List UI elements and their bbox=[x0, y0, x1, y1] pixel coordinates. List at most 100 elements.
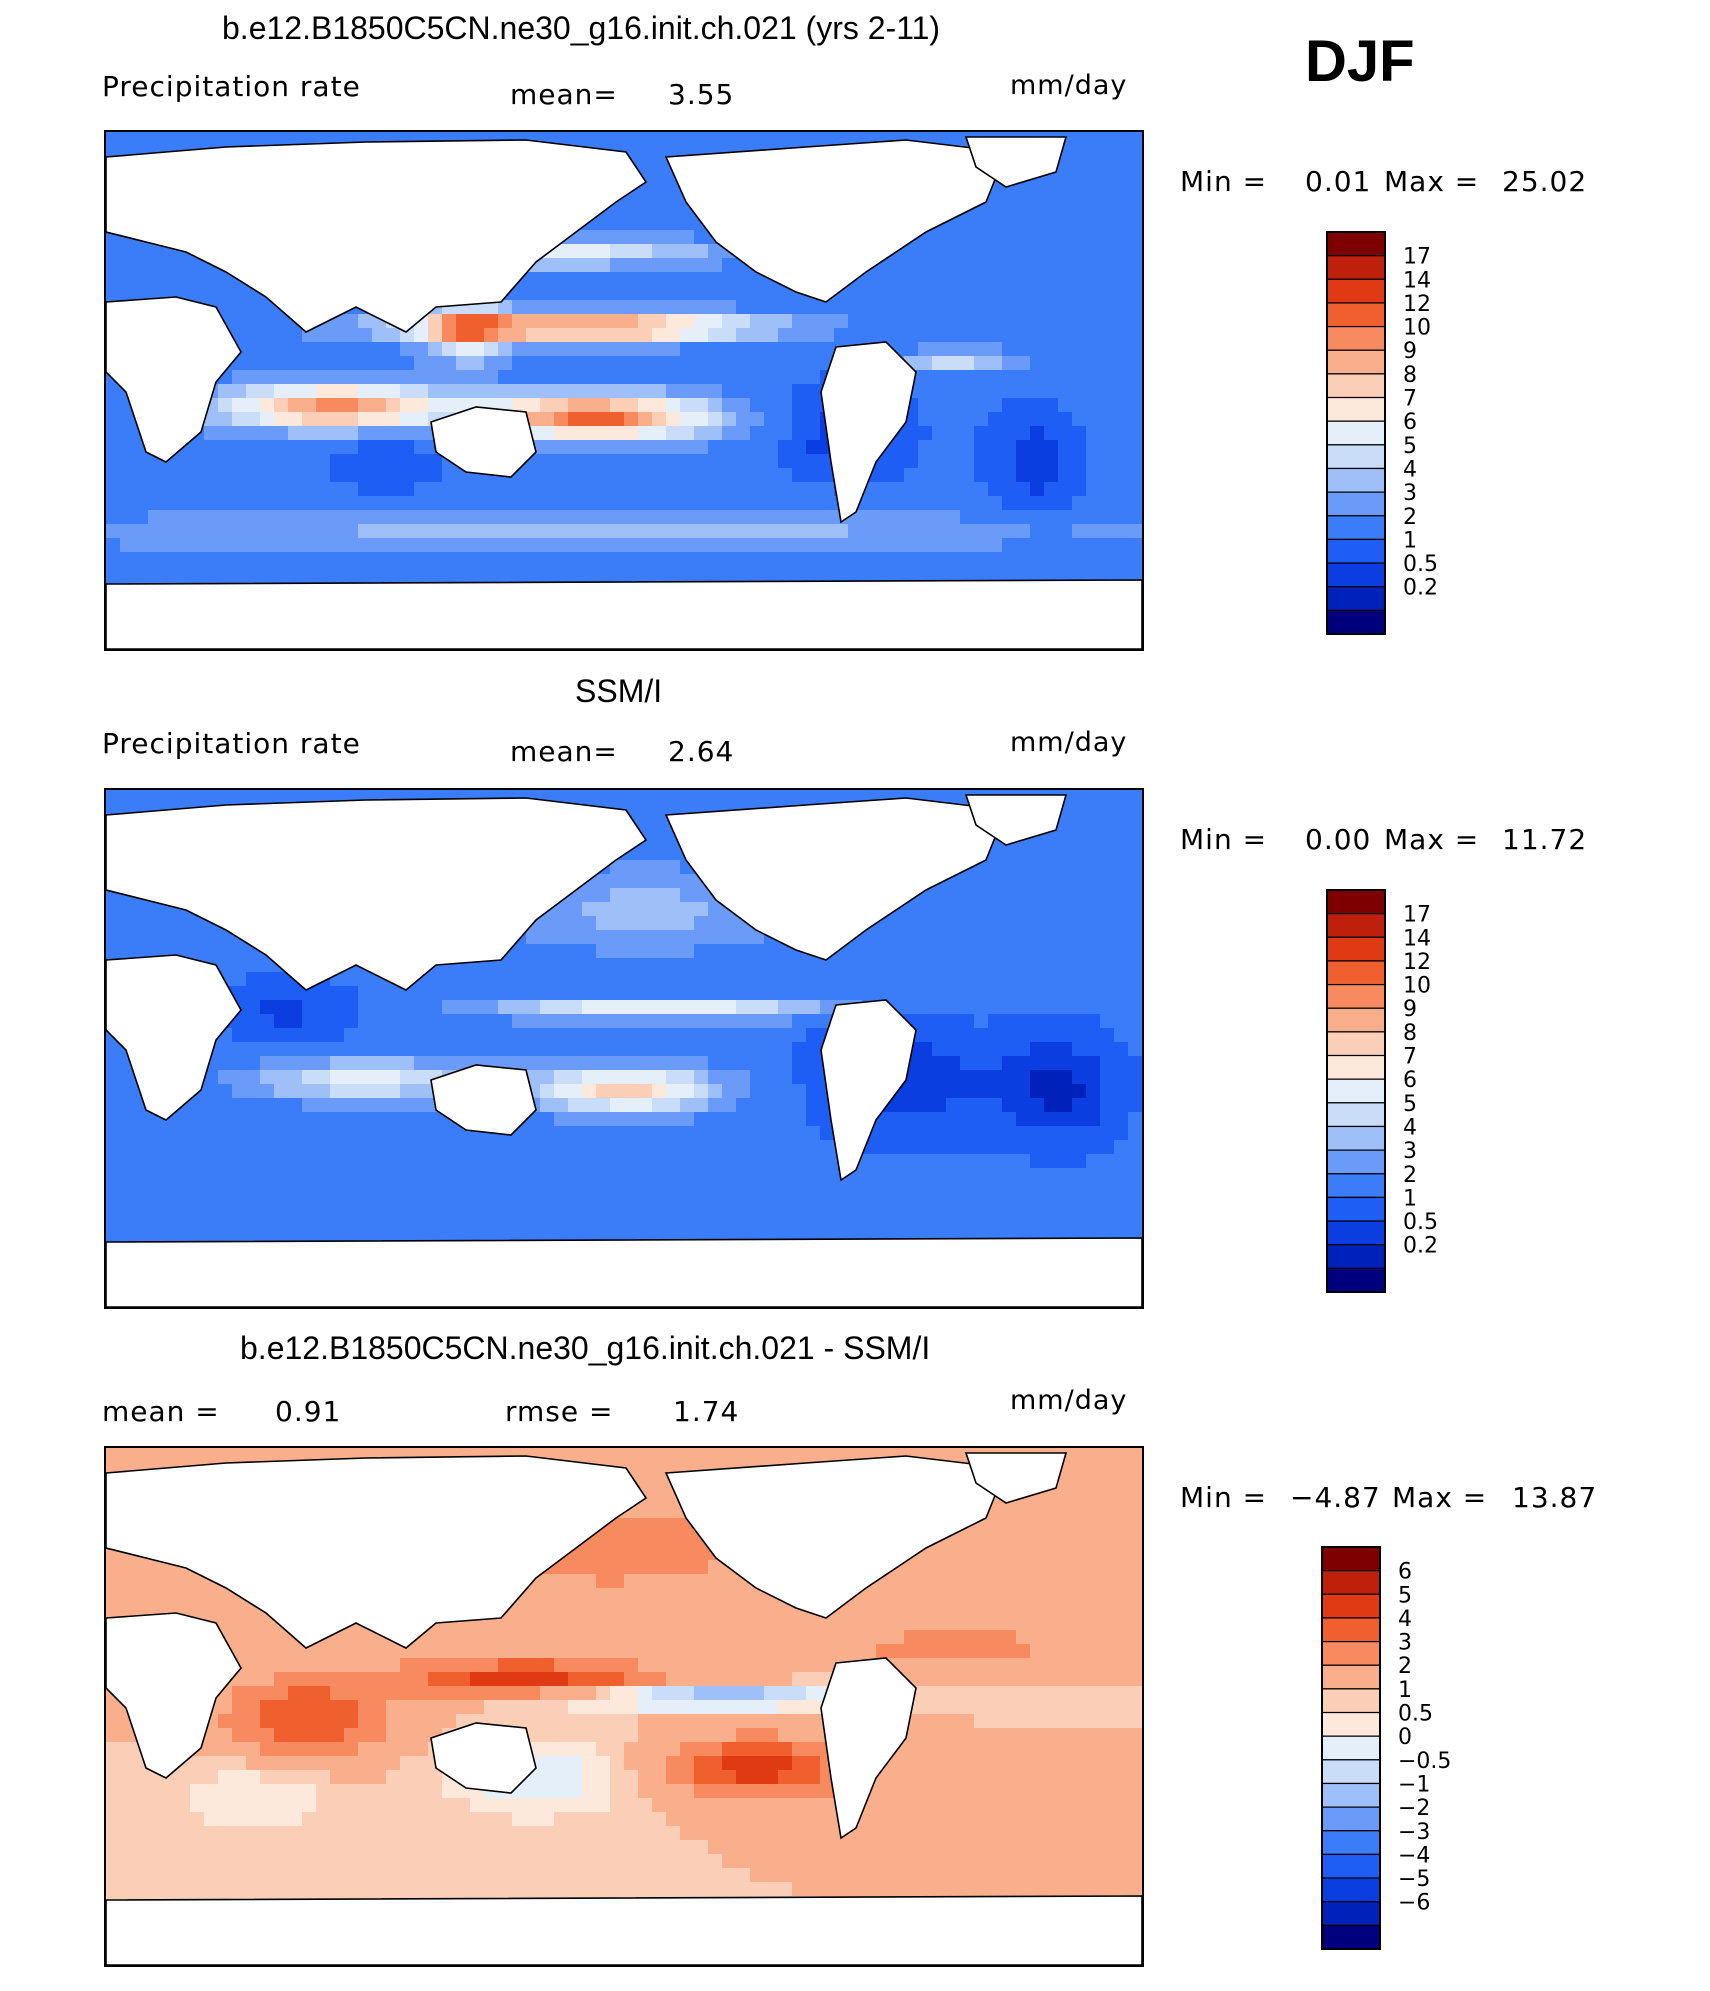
colorbar-box bbox=[1321, 1782, 1381, 1808]
colorbar-box bbox=[1321, 1901, 1381, 1926]
panel1-mean-label: mean= bbox=[510, 78, 618, 111]
panel3-max-label: Max = bbox=[1392, 1481, 1488, 1514]
colorbar-box bbox=[1321, 1664, 1381, 1690]
panel1-colorbar: 17 14 12 10 9 8 7 6 5 4 3 2 1 0.5 0.2 bbox=[1325, 230, 1525, 642]
coastline bbox=[664, 139, 1008, 303]
colorbar-tick-label: 3 bbox=[1398, 1631, 1412, 1656]
colorbar-tick-label: 3 bbox=[1403, 1139, 1417, 1164]
colorbar-box bbox=[1321, 1688, 1381, 1714]
panel3-units: mm/day bbox=[1010, 1385, 1128, 1416]
colorbar-tick-label: 10 bbox=[1403, 974, 1431, 999]
panel2-mean-value: 2.64 bbox=[668, 735, 735, 768]
colorbar-tick-label: 8 bbox=[1403, 363, 1417, 388]
colorbar-tick-label: 17 bbox=[1403, 903, 1431, 928]
panel1-mean-value: 3.55 bbox=[668, 78, 735, 111]
colorbar-frame bbox=[1326, 231, 1386, 635]
panel2-units: mm/day bbox=[1010, 727, 1128, 758]
colorbar-box bbox=[1321, 1546, 1381, 1572]
panel3-mean-label: mean = bbox=[102, 1395, 220, 1428]
panel3-rmse-label: rmse = bbox=[505, 1395, 614, 1428]
coastline bbox=[430, 1064, 537, 1136]
colorbar-tick-label: −0.5 bbox=[1398, 1749, 1451, 1774]
colorbar-tick-label: 10 bbox=[1403, 316, 1431, 341]
panel1-max-value: 25.02 bbox=[1502, 165, 1588, 198]
colorbar-tick-label: 0.2 bbox=[1403, 1234, 1438, 1259]
colorbar-tick-label: 9 bbox=[1403, 339, 1417, 364]
colorbar-tick-label: 14 bbox=[1403, 926, 1431, 951]
colorbar-box bbox=[1326, 278, 1386, 304]
colorbar-tick-label: −2 bbox=[1398, 1796, 1430, 1821]
panel2-max-label: Max = bbox=[1384, 823, 1480, 856]
colorbar-box bbox=[1326, 562, 1386, 588]
colorbar-tick-label: 7 bbox=[1403, 387, 1417, 412]
panel3-colorbar: 6 5 4 3 2 1 0.5 0 −0.5 −1 −2 −3 −4 −5 −6 bbox=[1320, 1545, 1530, 1957]
panel1-map bbox=[104, 130, 1144, 651]
colorbar-tick-label: 3 bbox=[1403, 481, 1417, 506]
colorbar-tick-label: 12 bbox=[1403, 292, 1431, 317]
panel2-map bbox=[104, 788, 1144, 1309]
colorbar-tick-label: 0 bbox=[1398, 1725, 1412, 1750]
colorbar-box bbox=[1326, 1007, 1386, 1033]
coastline bbox=[106, 296, 242, 463]
colorbar-tick-label: 1 bbox=[1403, 528, 1417, 553]
panel3-map bbox=[104, 1446, 1144, 1967]
panel1-map-svg bbox=[106, 132, 1142, 649]
colorbar-tick-label: 4 bbox=[1403, 1115, 1417, 1140]
coastline bbox=[964, 1452, 1068, 1504]
colorbar-tick-label: 12 bbox=[1403, 950, 1431, 975]
panel2-min-value: 0.00 bbox=[1305, 823, 1372, 856]
colorbar-box bbox=[1321, 1759, 1381, 1785]
colorbar-box bbox=[1326, 349, 1386, 375]
coastline bbox=[106, 139, 648, 333]
colorbar-box bbox=[1326, 913, 1386, 938]
panel2-map-svg bbox=[106, 790, 1142, 1307]
colorbar-box bbox=[1326, 609, 1386, 635]
colorbar-tick-label: 6 bbox=[1398, 1560, 1412, 1585]
colorbar-box bbox=[1326, 515, 1386, 541]
panel1-units: mm/day bbox=[1010, 70, 1128, 101]
panel3-min-label: Min = bbox=[1180, 1481, 1268, 1514]
colorbar-frame bbox=[1326, 889, 1386, 1293]
colorbar-box bbox=[1321, 1924, 1381, 1950]
season-label: DJF bbox=[1305, 29, 1415, 94]
colorbar-box bbox=[1326, 420, 1386, 446]
colorbar-box bbox=[1326, 302, 1386, 328]
panel3-rmse-value: 1.74 bbox=[673, 1395, 740, 1428]
colorbar-box bbox=[1326, 889, 1386, 915]
panel2-title: SSM/I bbox=[575, 673, 663, 709]
colorbar-tick-label: 8 bbox=[1403, 1021, 1417, 1046]
coastline bbox=[664, 1455, 1008, 1619]
colorbar-tick-label: −6 bbox=[1398, 1891, 1430, 1916]
colorbar-box bbox=[1321, 1806, 1381, 1832]
colorbar-box bbox=[1326, 960, 1386, 986]
coastline bbox=[820, 999, 917, 1182]
colorbar-tick-label: 5 bbox=[1398, 1583, 1412, 1608]
colorbar-box bbox=[1321, 1711, 1381, 1737]
colorbar-box bbox=[1326, 373, 1386, 399]
colorbar-box bbox=[1326, 325, 1386, 351]
colorbar-box bbox=[1326, 396, 1386, 422]
colorbar-box bbox=[1326, 1031, 1386, 1057]
coastline bbox=[106, 1455, 648, 1649]
panel3-title: b.e12.B1850C5CN.ne30_g16.init.ch.021 - S… bbox=[240, 1330, 931, 1366]
colorbar-box bbox=[1326, 1220, 1386, 1246]
colorbar-box bbox=[1326, 255, 1386, 280]
panel3-max-value: 13.87 bbox=[1512, 1481, 1598, 1514]
panel2-max-value: 11.72 bbox=[1502, 823, 1588, 856]
colorbar-tick-label: −3 bbox=[1398, 1820, 1430, 1845]
colorbar-box bbox=[1321, 1640, 1381, 1666]
colorbar-box bbox=[1326, 1102, 1386, 1128]
colorbar-box bbox=[1326, 1173, 1386, 1199]
colorbar-box bbox=[1321, 1853, 1381, 1879]
colorbar-tick-label: 17 bbox=[1403, 245, 1431, 270]
colorbar-box bbox=[1326, 538, 1386, 564]
colorbar-tick-label: 0.2 bbox=[1403, 576, 1438, 601]
panel1-min-label: Min = bbox=[1180, 165, 1268, 198]
colorbar-tick-label: 9 bbox=[1403, 997, 1417, 1022]
colorbar-box bbox=[1321, 1617, 1381, 1643]
colorbar-tick-label: −4 bbox=[1398, 1843, 1430, 1868]
colorbar-box bbox=[1326, 1267, 1386, 1293]
panel1-variable-label: Precipitation rate bbox=[102, 70, 361, 103]
coastline bbox=[964, 794, 1068, 846]
colorbar-tick-label: 2 bbox=[1403, 1163, 1417, 1188]
